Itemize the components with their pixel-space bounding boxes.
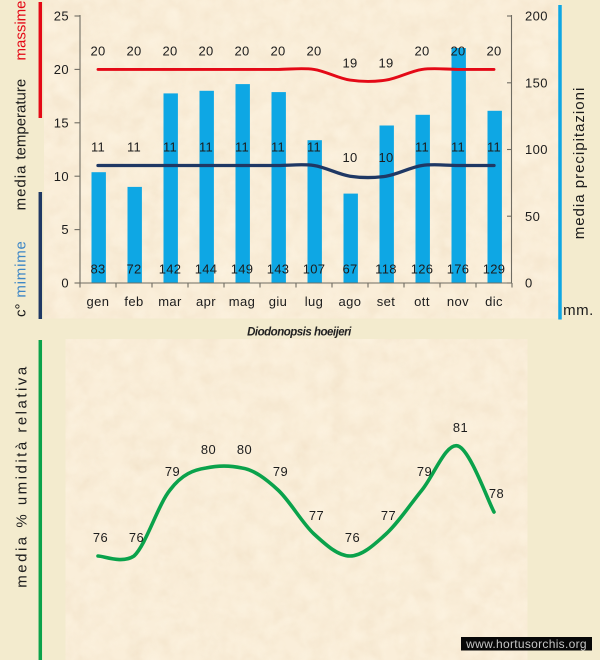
svg-text:126: 126 [411,261,434,276]
svg-text:118: 118 [375,261,397,276]
svg-text:81: 81 [453,420,468,435]
svg-text:143: 143 [267,261,290,276]
svg-text:5: 5 [61,222,69,237]
svg-text:83: 83 [90,261,105,276]
svg-text:feb: feb [124,294,143,309]
svg-text:19: 19 [378,56,393,71]
svg-text:200: 200 [525,9,548,24]
svg-text:20: 20 [270,44,285,59]
svg-text:129: 129 [483,261,506,276]
svg-text:ago: ago [339,294,362,309]
svg-text:mimime: mimime [13,240,30,297]
svg-text:10: 10 [342,150,357,165]
svg-text:mar: mar [158,294,182,309]
svg-text:20: 20 [234,44,249,59]
svg-text:20: 20 [54,62,69,77]
svg-text:20: 20 [162,44,177,59]
svg-text:67: 67 [342,261,357,276]
svg-text:apr: apr [196,294,216,309]
svg-text:150: 150 [525,75,548,90]
svg-text:20: 20 [486,44,501,59]
svg-text:20: 20 [450,44,465,59]
svg-text:77: 77 [309,508,324,523]
svg-text:78: 78 [489,486,504,501]
svg-text:c°: c° [13,303,30,317]
svg-text:dic: dic [485,294,503,309]
svg-text:100: 100 [525,142,548,157]
svg-text:142: 142 [159,261,182,276]
svg-text:79: 79 [417,464,432,479]
svg-text:11: 11 [163,139,177,154]
svg-text:11: 11 [415,139,429,154]
svg-text:15: 15 [54,115,69,130]
svg-text:massime: massime [13,0,30,60]
svg-text:11: 11 [235,139,249,154]
svg-text:mag: mag [229,294,256,309]
svg-text:79: 79 [273,464,288,479]
svg-text:80: 80 [237,442,252,457]
svg-text:lug: lug [305,294,324,309]
svg-text:76: 76 [345,530,360,545]
svg-text:144: 144 [195,261,218,276]
svg-text:temperature: temperature [13,79,30,160]
svg-text:50: 50 [525,209,540,224]
svg-text:gen: gen [87,294,110,309]
svg-text:Diodonopsis hoeijeri: Diodonopsis hoeijeri [247,327,352,339]
svg-text:11: 11 [91,139,105,154]
svg-text:0: 0 [525,276,533,291]
svg-text:11: 11 [127,139,141,154]
svg-text:149: 149 [231,261,254,276]
svg-text:76: 76 [93,530,108,545]
svg-text:79: 79 [165,464,180,479]
svg-text:19: 19 [342,56,357,71]
svg-text:11: 11 [487,139,501,154]
svg-text:www.hortusorchis.org: www.hortusorchis.org [465,637,587,651]
svg-text:11: 11 [307,139,321,154]
svg-text:media: media [13,165,30,211]
svg-text:0: 0 [61,276,69,291]
svg-text:20: 20 [198,44,213,59]
svg-text:20: 20 [126,44,141,59]
svg-text:76: 76 [129,530,144,545]
svg-text:11: 11 [451,139,465,154]
svg-text:176: 176 [447,261,470,276]
svg-text:25: 25 [54,9,69,24]
svg-text:77: 77 [381,508,396,523]
svg-text:media precipitazioni: media precipitazioni [571,87,588,240]
svg-text:nov: nov [447,294,469,309]
svg-text:11: 11 [271,139,285,154]
svg-text:11: 11 [199,139,213,154]
svg-text:107: 107 [303,261,326,276]
svg-text:ott: ott [414,294,430,309]
svg-text:giu: giu [269,294,288,309]
svg-text:10: 10 [54,169,69,184]
svg-text:72: 72 [126,261,141,276]
svg-text:media % umidità relativa: media % umidità relativa [14,364,31,587]
svg-text:20: 20 [414,44,429,59]
svg-text:80: 80 [201,442,216,457]
svg-text:10: 10 [378,150,393,165]
svg-text:mm.: mm. [563,302,594,319]
svg-text:set: set [377,294,396,309]
svg-text:20: 20 [306,44,321,59]
svg-text:20: 20 [90,44,105,59]
